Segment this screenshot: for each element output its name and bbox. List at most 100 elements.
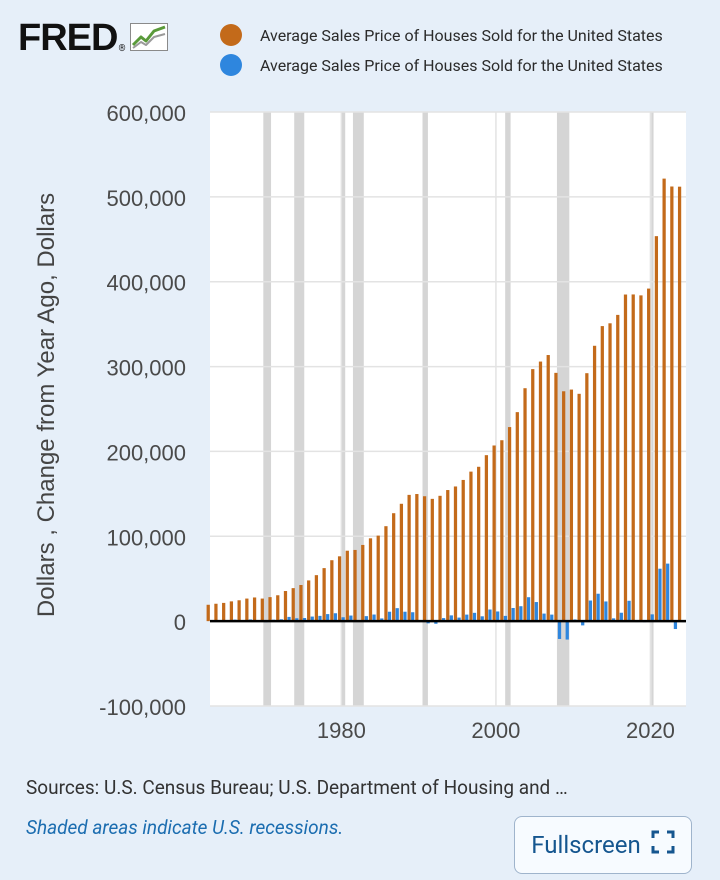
bar-change: [565, 621, 569, 640]
bar-change: [372, 614, 376, 622]
bar-change: [503, 615, 508, 622]
bar-level: [562, 391, 566, 622]
legend-item-level[interactable]: Average Sales Price of Houses Sold for t…: [220, 20, 663, 50]
bar-level: [484, 455, 489, 622]
legend-label-level: Average Sales Price of Houses Sold for t…: [260, 25, 663, 45]
bar-level: [515, 412, 519, 622]
fred-line-graph-icon: [129, 23, 168, 55]
plot-area: 600,000 500,000 400,000 300,000 200,000 100,0…: [33, 101, 686, 743]
bar-change: [364, 616, 368, 622]
bar-level: [229, 601, 234, 622]
bar-change: [511, 607, 515, 622]
legend-item-change[interactable]: Average Sales Price of Houses Sold for t…: [220, 50, 663, 80]
bar-level: [538, 361, 543, 622]
bar-level: [384, 526, 388, 622]
bar-change: [411, 612, 415, 622]
y-tick-label: 0: [174, 610, 186, 635]
bar-change: [534, 602, 538, 622]
bar-change: [604, 601, 608, 622]
y-tick-label: -100,000: [99, 695, 186, 720]
bar-level: [368, 538, 373, 622]
bar-level: [616, 314, 620, 622]
bar-change: [650, 614, 654, 622]
bar-level: [554, 372, 558, 622]
bar-change: [318, 615, 322, 622]
bar-level: [314, 575, 319, 622]
expand-corners-icon: [651, 830, 675, 860]
bar-level: [415, 494, 419, 622]
fred-logo[interactable]: FRED ®: [18, 18, 168, 58]
bar-change: [596, 593, 600, 622]
bar-level: [337, 556, 342, 622]
bar-change: [395, 608, 399, 622]
bar-change: [627, 600, 631, 622]
bar-change: [302, 618, 307, 622]
bar-change: [658, 568, 662, 622]
bar-change: [542, 613, 546, 622]
bar-level: [399, 503, 404, 622]
recession-band: [263, 112, 272, 706]
bar-level: [438, 495, 442, 622]
bar-level: [507, 427, 512, 622]
recession-band: [294, 112, 305, 706]
bar-change: [387, 611, 392, 622]
bar-level: [446, 490, 450, 622]
bar-change: [673, 621, 678, 630]
legend-dot-level: [220, 24, 242, 46]
bar-change: [434, 621, 438, 624]
bar-level: [477, 466, 481, 622]
y-axis-label: Dollars , Change from Year Ago, Dollars: [33, 193, 60, 617]
bar-change: [581, 621, 585, 626]
bar-level: [407, 494, 411, 622]
registered-mark: ®: [118, 44, 126, 54]
bar-level: [376, 535, 380, 622]
bar-level: [631, 294, 635, 622]
bar-level: [430, 498, 434, 622]
x-tick-label: 1980: [317, 718, 366, 743]
bar-level: [608, 323, 612, 622]
fred-logo-text: FRED: [18, 17, 118, 59]
recession-band: [651, 112, 654, 706]
bar-level: [670, 186, 674, 622]
bar-level: [260, 598, 264, 622]
bar-change: [488, 609, 492, 622]
x-tick-label: 2000: [471, 718, 520, 743]
bar-level: [662, 178, 666, 622]
x-tick-label: 2020: [626, 718, 675, 743]
y-tick-label: 500,000: [106, 186, 186, 211]
bar-change: [295, 618, 299, 622]
y-tick-label: 300,000: [106, 356, 186, 381]
bar-change: [341, 617, 345, 622]
y-tick-label: 100,000: [106, 525, 186, 550]
bar-level: [345, 550, 349, 622]
bar-change: [349, 615, 353, 622]
fullscreen-button[interactable]: Fullscreen: [514, 816, 692, 874]
bar-change: [519, 606, 523, 622]
sources-text: Sources: U.S. Census Bureau; U.S. Depart…: [26, 776, 568, 799]
bar-level: [268, 597, 272, 622]
bar-level: [276, 595, 280, 622]
bar-change: [465, 614, 469, 622]
bar-level: [214, 603, 218, 622]
bar-level: [291, 588, 295, 622]
bar-level: [252, 597, 257, 622]
bar-level: [492, 445, 496, 622]
bar-change: [472, 612, 477, 622]
recession-band: [505, 112, 511, 706]
bar-change: [441, 618, 446, 622]
bar-level: [677, 186, 682, 622]
bar-change: [496, 611, 500, 622]
bar-level: [531, 369, 535, 622]
bar-change: [403, 611, 407, 622]
bar-level: [330, 560, 334, 622]
bar-level: [647, 288, 651, 622]
bar-change: [588, 600, 593, 622]
recession-band: [341, 112, 346, 706]
bar-change: [380, 618, 384, 622]
bar-change: [550, 614, 554, 622]
bar-change: [526, 597, 531, 622]
bar-level: [453, 486, 458, 622]
bar-level: [592, 345, 597, 622]
recession-note: Shaded areas indicate U.S. recessions.: [26, 816, 344, 839]
bar-level: [299, 584, 303, 622]
